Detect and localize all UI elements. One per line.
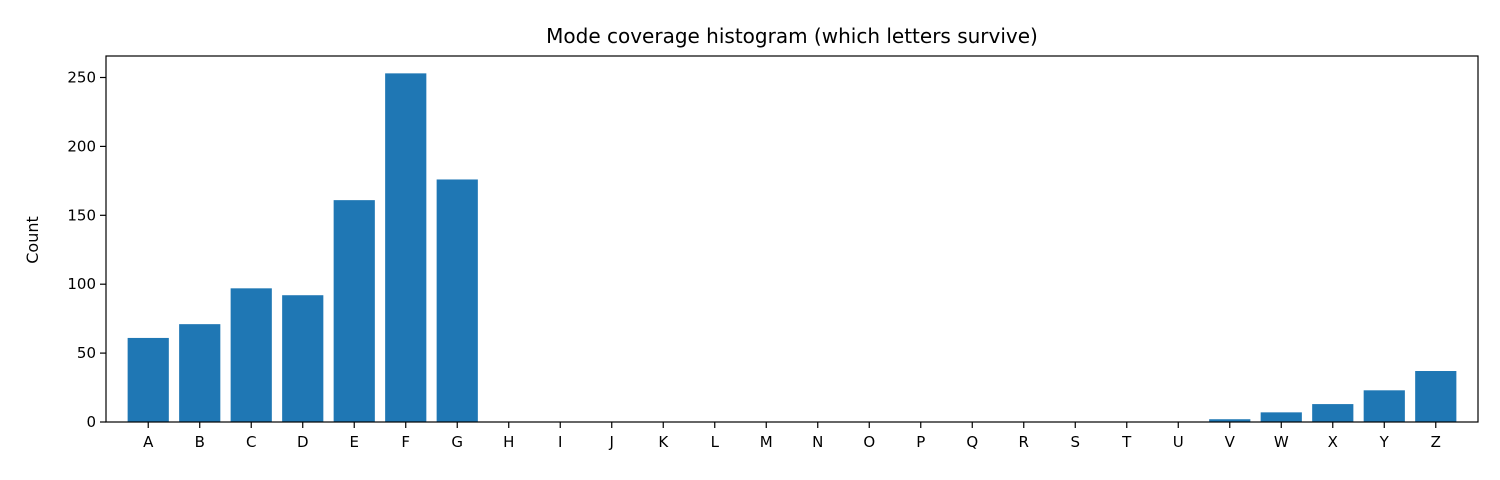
bar-e — [333, 200, 375, 422]
y-tick-label: 150 — [67, 206, 96, 224]
x-tick-label: I — [558, 433, 562, 451]
x-tick-label: A — [143, 433, 154, 451]
x-tick-label: T — [1121, 433, 1132, 451]
y-tick-label: 250 — [67, 68, 96, 86]
x-tick-label: X — [1328, 433, 1338, 451]
bar-y — [1363, 390, 1405, 422]
y-tick-label: 100 — [67, 275, 96, 293]
x-tick-label: K — [658, 433, 669, 451]
x-tick-label: Y — [1379, 433, 1390, 451]
x-tick-label: Q — [966, 433, 978, 451]
bar-v — [1209, 419, 1251, 422]
bar-w — [1260, 412, 1302, 422]
x-tick-label: G — [451, 433, 463, 451]
bars-group — [127, 73, 1457, 423]
x-tick-label: L — [711, 433, 720, 451]
bar-x — [1312, 404, 1354, 422]
x-tick-label: D — [297, 433, 309, 451]
y-tick-label: 50 — [77, 344, 96, 362]
bar-b — [179, 324, 221, 422]
x-tick-label: U — [1173, 433, 1184, 451]
x-axis-ticks: A B C D E F G H I J K L M N O P Q R S T U V W X Y Z — [143, 422, 1441, 451]
x-tick-label: N — [812, 433, 823, 451]
bar-c — [230, 288, 272, 422]
x-tick-label: H — [503, 433, 514, 451]
x-tick-label: Z — [1431, 433, 1441, 451]
x-tick-label: C — [246, 433, 256, 451]
bar-g — [436, 179, 478, 422]
x-tick-label: M — [760, 433, 773, 451]
x-tick-label: B — [195, 433, 205, 451]
y-tick-label: 0 — [86, 413, 96, 431]
x-tick-label: V — [1225, 433, 1236, 451]
x-tick-label: O — [863, 433, 875, 451]
chart-title: Mode coverage histogram (which letters s… — [546, 24, 1038, 48]
bar-d — [282, 295, 324, 422]
x-tick-label: F — [401, 433, 410, 451]
y-tick-label: 200 — [67, 137, 96, 155]
x-tick-label: J — [609, 433, 614, 451]
bar-f — [385, 73, 427, 423]
bar-z — [1415, 371, 1457, 422]
x-tick-label: S — [1070, 433, 1080, 451]
x-tick-label: E — [349, 433, 358, 451]
bar-a — [127, 337, 169, 422]
y-axis-ticks: 0 50 100 150 200 250 — [67, 68, 106, 431]
plot-area-frame — [105, 55, 1479, 423]
x-tick-label: R — [1019, 433, 1029, 451]
x-tick-label: P — [916, 433, 925, 451]
y-axis-label: Count — [23, 216, 42, 264]
x-tick-label: W — [1274, 433, 1289, 451]
